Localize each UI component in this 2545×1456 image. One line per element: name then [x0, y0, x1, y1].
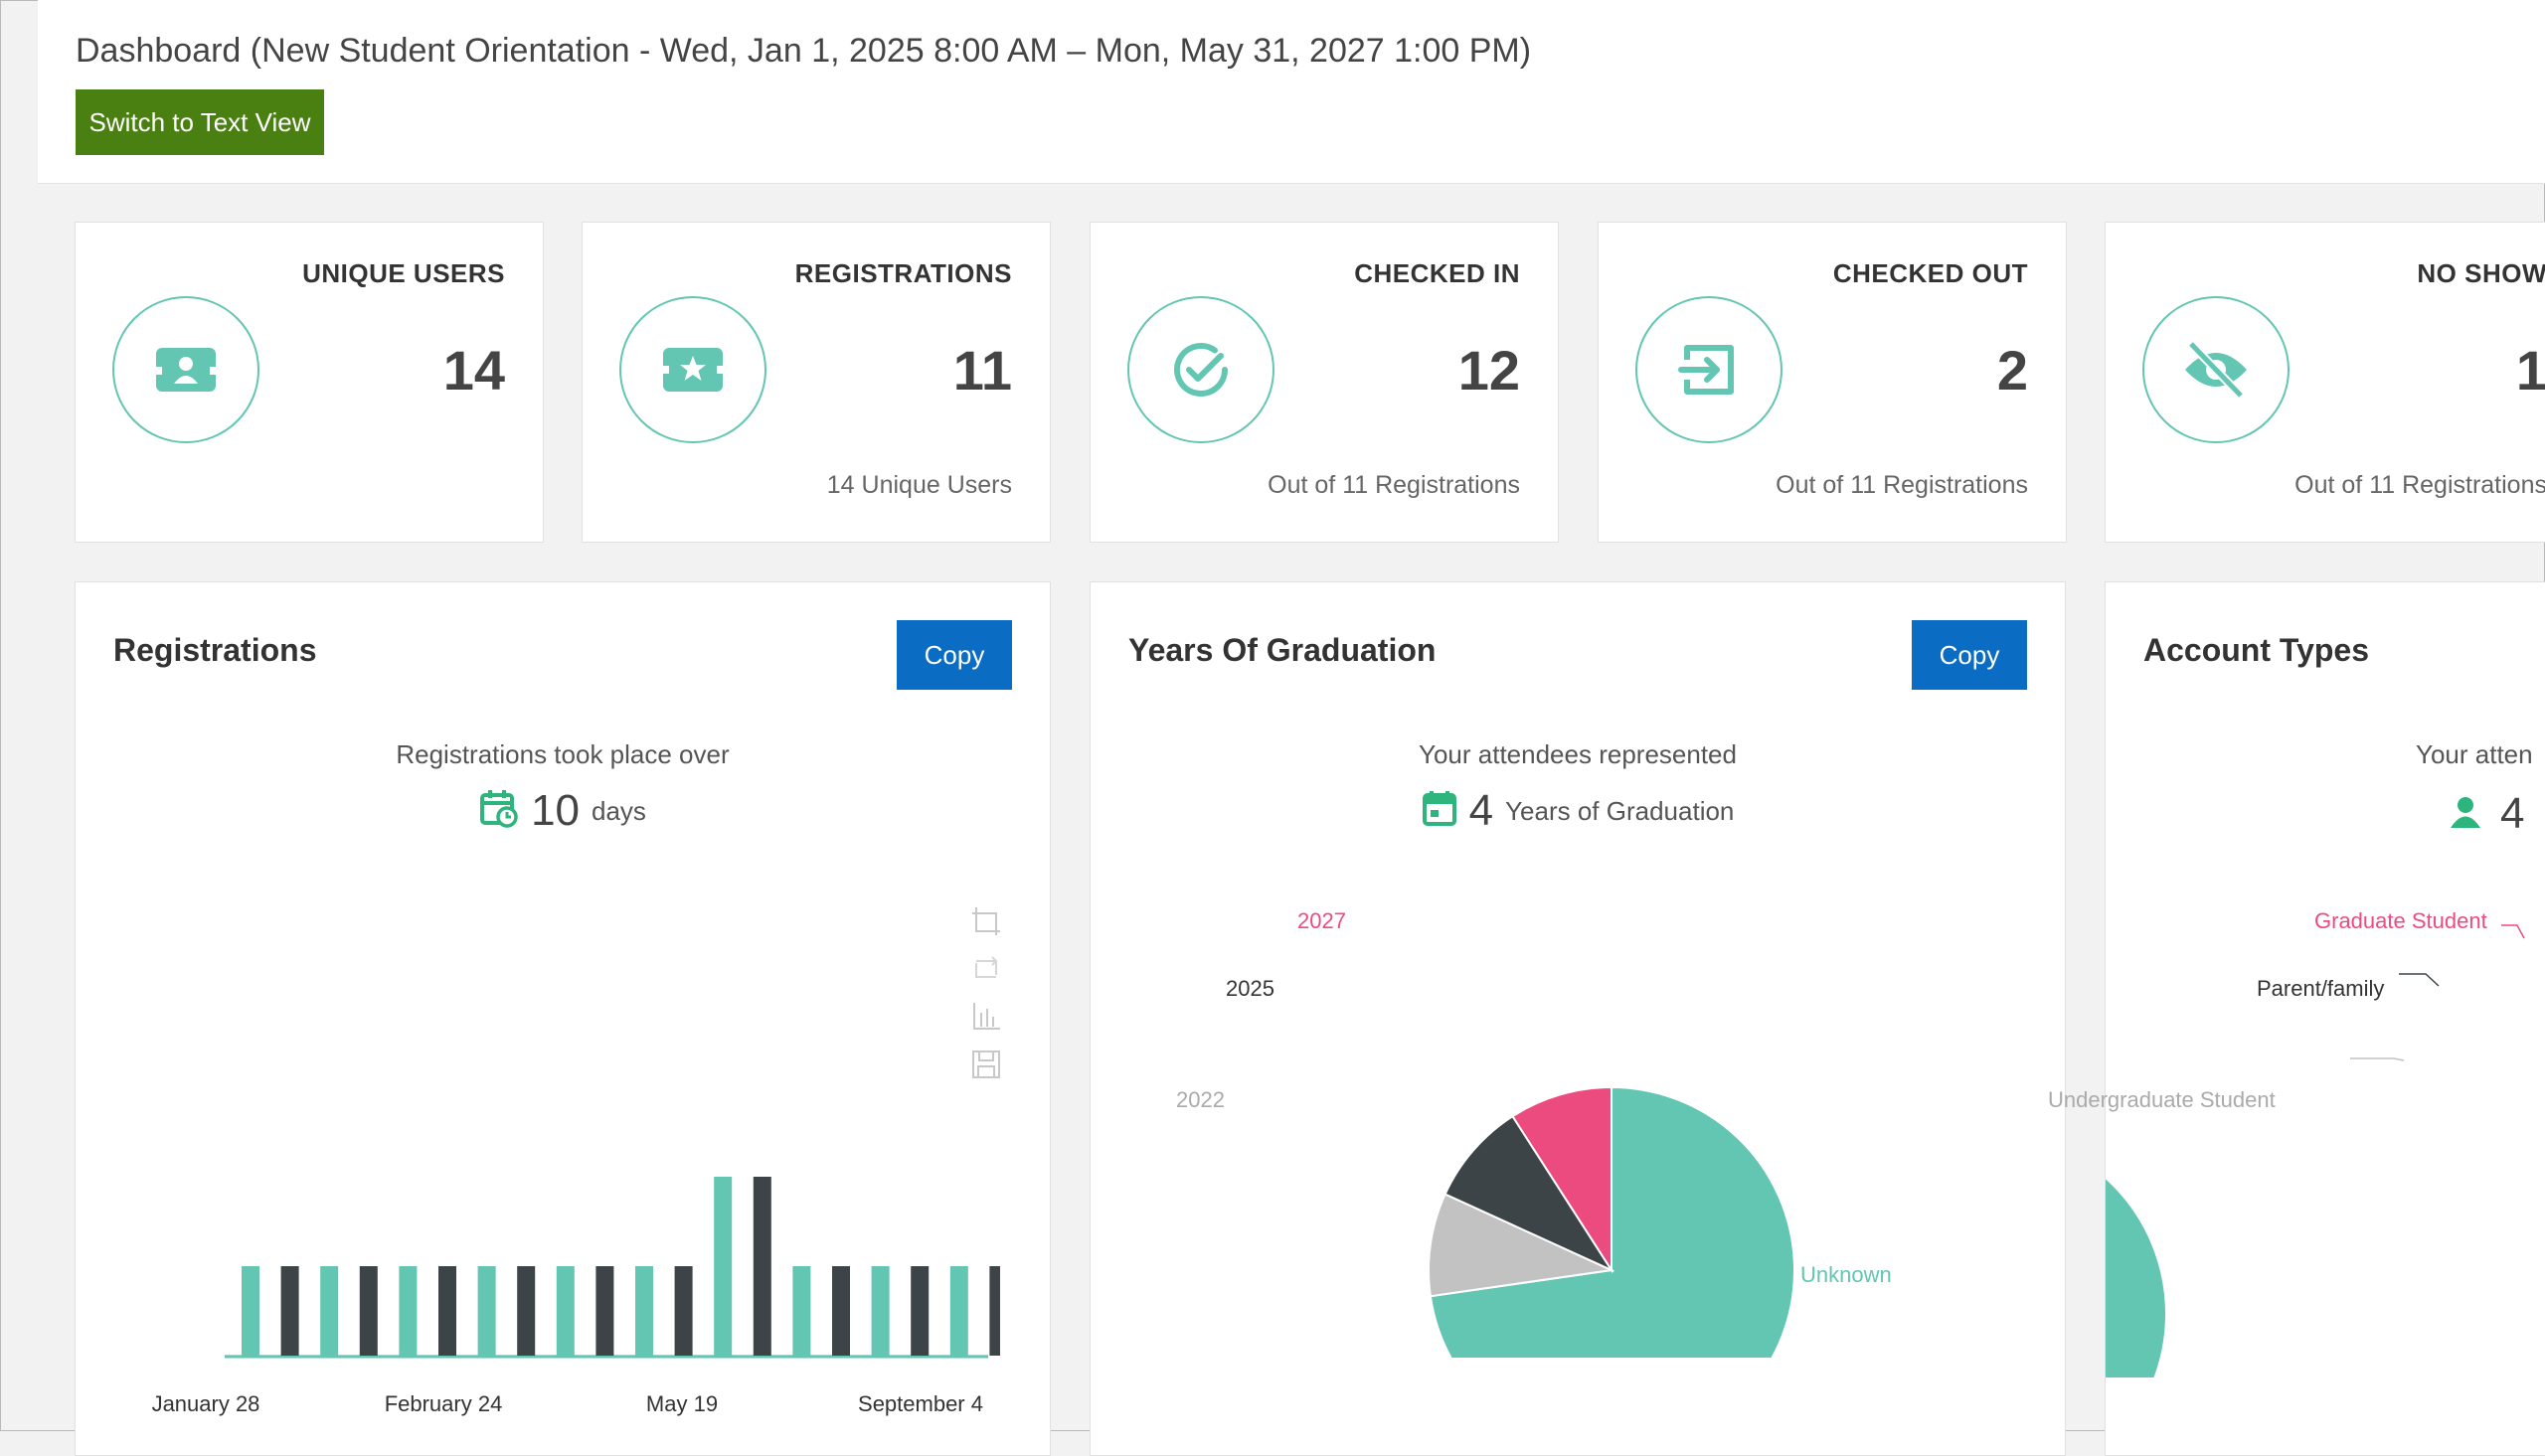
bar[interactable] — [359, 1266, 378, 1356]
bar[interactable] — [635, 1266, 653, 1356]
stat-sub: Out of 11 Registrations — [1776, 471, 2028, 499]
summary-text: Your attendees represented — [1419, 739, 1737, 769]
registrations-panel: Registrations Copy Registrations took pl… — [75, 581, 1051, 1456]
stat-card-unique-users: UNIQUE USERS 14 — [75, 222, 544, 543]
pie-label-parent-family: Parent/family — [2257, 976, 2385, 1001]
bar[interactable] — [714, 1177, 733, 1356]
user-icon — [2449, 795, 2482, 834]
account-types-count: 4 — [2500, 789, 2525, 838]
calendar-clock-icon — [479, 788, 519, 835]
x-tick-label: September 4 — [858, 1391, 983, 1416]
user-card-icon — [112, 296, 259, 443]
calendar-icon — [1422, 789, 1457, 834]
summary-text: Registrations took place over — [396, 739, 730, 769]
label-line — [2350, 1057, 2405, 1061]
pie-slice[interactable] — [1428, 1193, 1615, 1298]
stat-value: 1 — [2515, 339, 2545, 402]
bar[interactable] — [911, 1266, 930, 1356]
account-types-pie-chart — [2106, 924, 2525, 1377]
bar[interactable] — [989, 1266, 1000, 1356]
panel-title: Account Types — [2143, 632, 2369, 668]
dashboard-header: Dashboard (New Student Orientation - Wed… — [38, 0, 2545, 184]
eye-slash-icon — [2142, 296, 2290, 443]
bar[interactable] — [556, 1266, 575, 1356]
bar[interactable] — [399, 1266, 418, 1356]
stat-sub: 14 Unique Users — [826, 471, 1012, 499]
stat-value: 14 — [442, 339, 505, 402]
years-unit: Years of Graduation — [1505, 795, 1735, 826]
pie-label-unknown: Unknown — [1800, 1262, 1892, 1287]
stat-value: 12 — [1457, 339, 1520, 402]
panel-title: Registrations — [113, 632, 317, 668]
years-of-graduation-pie-chart — [1428, 1085, 1795, 1358]
stat-label: CHECKED OUT — [1832, 258, 2028, 288]
save-image-icon[interactable] — [970, 1049, 1002, 1080]
copy-button[interactable]: Copy — [897, 620, 1012, 690]
zoom-reset-icon[interactable] — [970, 953, 1002, 985]
page-title: Dashboard (New Student Orientation - Wed… — [76, 32, 1532, 70]
years-count: 4 — [1468, 786, 1494, 835]
bar[interactable] — [871, 1266, 890, 1356]
years-of-graduation-panel: Years Of Graduation Copy Your attendees … — [1090, 581, 2066, 1456]
bar[interactable] — [595, 1266, 614, 1356]
stat-card-registrations: REGISTRATIONS 11 14 Unique Users — [582, 222, 1051, 543]
sign-in-box-icon — [1635, 296, 1782, 443]
label-line — [2399, 973, 2440, 987]
account-types-panel: Account Types Your atten 4 Graduate Stud… — [2048, 581, 2545, 1456]
stat-card-checked-out: CHECKED OUT 2 Out of 11 Registrations — [1598, 222, 2067, 543]
bar[interactable] — [832, 1266, 850, 1356]
summary-text: Your atten — [2416, 739, 2533, 769]
pie-label-2025: 2025 — [1226, 976, 1274, 1001]
bar[interactable] — [477, 1266, 496, 1356]
switch-to-text-view-button[interactable]: Switch to Text View — [76, 89, 324, 155]
bar[interactable] — [242, 1266, 259, 1356]
chart-toolbox — [970, 905, 1006, 1096]
days-unit: days — [592, 795, 646, 826]
stat-label: NO SHOW — [2417, 258, 2545, 288]
stat-label: REGISTRATIONS — [794, 258, 1012, 288]
stat-card-no-show: NO SHOW 1 Out of 11 Registrations — [2105, 222, 2545, 543]
stat-value: 11 — [952, 339, 1012, 402]
summary-count: 4 — [2449, 789, 2524, 839]
bar[interactable] — [438, 1266, 456, 1356]
days-count: 10 — [531, 786, 581, 835]
x-tick-label: January 28 — [152, 1391, 260, 1416]
stat-sub: Out of 11 Registrations — [1268, 471, 1520, 499]
registrations-bar-chart: January 28 February 24 May 19 September … — [152, 1177, 1000, 1416]
ticket-star-icon — [619, 296, 766, 443]
x-tick-label: February 24 — [385, 1391, 503, 1416]
pie-label-2022: 2022 — [1176, 1087, 1225, 1112]
bar[interactable] — [320, 1266, 339, 1356]
summary-count: 4 Years of Graduation — [1091, 786, 2065, 836]
pie-label-graduate-student: Graduate Student — [2314, 908, 2487, 933]
stat-label: UNIQUE USERS — [302, 258, 505, 288]
x-tick-label: May 19 — [646, 1391, 718, 1416]
pie-slice[interactable] — [1511, 1085, 1612, 1274]
stat-card-checked-in: CHECKED IN 12 Out of 11 Registrations — [1090, 222, 1559, 543]
bar[interactable] — [792, 1266, 811, 1356]
stat-sub: Out of 11 Registrations — [2294, 471, 2545, 499]
bar[interactable] — [949, 1266, 968, 1356]
copy-button[interactable]: Copy — [1912, 620, 2027, 690]
zoom-icon[interactable] — [970, 905, 1002, 937]
panel-title: Years Of Graduation — [1128, 632, 1437, 668]
bar[interactable] — [753, 1177, 771, 1356]
pie-label-2027: 2027 — [1297, 908, 1346, 933]
stat-label: CHECKED IN — [1354, 258, 1520, 288]
pie-label-text: Undergraduate Student — [2048, 1087, 2276, 1112]
label-line — [2501, 924, 2525, 939]
bar[interactable] — [517, 1266, 536, 1356]
bar-chart-icon[interactable] — [970, 1001, 1002, 1033]
stat-value: 2 — [1996, 339, 2028, 402]
summary-count: 10 days — [76, 786, 1050, 836]
pie-slice[interactable] — [1443, 1114, 1614, 1273]
bar[interactable] — [674, 1266, 693, 1356]
pie-label-undergraduate-student: Undergraduate Student — [2048, 1087, 2314, 1113]
check-circle-icon — [1127, 296, 1274, 443]
pie-slice[interactable] — [2106, 1131, 2167, 1377]
bar[interactable] — [280, 1266, 299, 1356]
